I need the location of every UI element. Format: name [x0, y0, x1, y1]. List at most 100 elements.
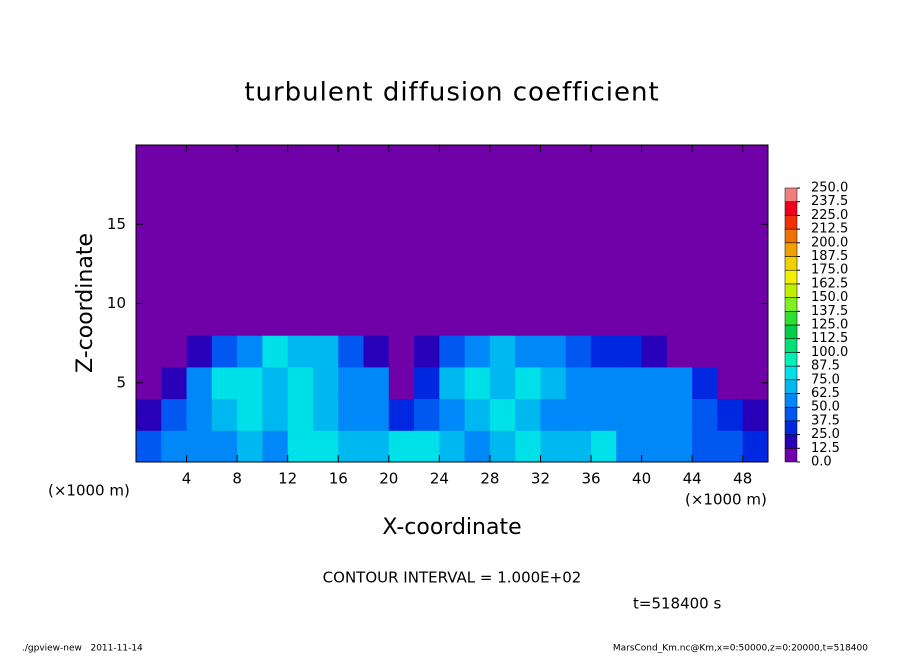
cell [161, 335, 188, 368]
cell [136, 145, 162, 178]
colorbar-band [784, 324, 798, 339]
cell [565, 208, 592, 241]
colorbar-label: 212.5 [811, 222, 848, 237]
cell [262, 145, 289, 178]
cell [641, 208, 668, 241]
cell [414, 240, 440, 273]
x-tick-label: 44 [683, 470, 702, 488]
cell [540, 240, 567, 273]
cell [616, 145, 643, 178]
cell [262, 430, 289, 463]
cell [591, 335, 617, 368]
cell [363, 335, 390, 368]
cell [388, 176, 415, 209]
cell [565, 303, 592, 336]
cell [464, 145, 491, 178]
cell [666, 145, 693, 178]
cell [439, 240, 466, 273]
cell [414, 271, 440, 304]
colorbar-band [784, 283, 798, 298]
cell [237, 398, 263, 431]
colorbar-label: 150.0 [811, 290, 848, 305]
cell [591, 366, 617, 400]
cell [540, 303, 567, 336]
cell [641, 398, 668, 431]
cell [616, 208, 643, 241]
cell [742, 430, 769, 463]
cell [489, 176, 516, 209]
cell [540, 335, 567, 368]
contour-interval: CONTOUR INTERVAL = 1.000E+02 [323, 569, 582, 587]
colorbar-band [784, 365, 798, 381]
cell [489, 366, 516, 400]
time-label: t=518400 s [633, 595, 721, 613]
cell [338, 398, 365, 431]
cell [287, 366, 314, 400]
cell [312, 430, 339, 463]
cell [262, 303, 289, 336]
cell [414, 303, 440, 336]
colorbar-band [784, 201, 798, 216]
cell [237, 176, 263, 209]
cell [363, 271, 390, 304]
cell [616, 366, 643, 400]
cell [186, 430, 213, 463]
cell [515, 271, 541, 304]
cell [540, 271, 567, 304]
colorbar-label: 112.5 [811, 331, 848, 346]
cell [363, 303, 390, 336]
colorbar-label: 75.0 [811, 372, 840, 387]
cell [717, 145, 744, 178]
colorbar-label: 175.0 [811, 263, 848, 278]
colorbar-label: 137.5 [811, 304, 848, 319]
cell [388, 398, 415, 431]
cell [312, 303, 339, 336]
cell [186, 271, 213, 304]
cell [616, 271, 643, 304]
cell [717, 303, 744, 336]
y-tick-label: 10 [107, 294, 126, 312]
cell [692, 398, 718, 431]
cell [237, 303, 263, 336]
cell [136, 303, 162, 336]
cell [565, 366, 592, 400]
cell [717, 335, 744, 368]
cell [742, 240, 769, 273]
cell [237, 430, 263, 463]
cell [186, 366, 213, 400]
cell [742, 145, 769, 178]
cell [338, 176, 365, 209]
cell [717, 271, 744, 304]
cell [666, 303, 693, 336]
cell [338, 335, 365, 368]
cell [464, 366, 491, 400]
cell [489, 335, 516, 368]
x-tick-label: 16 [329, 470, 348, 488]
cell [439, 430, 466, 463]
cell [591, 176, 617, 209]
cell [338, 366, 365, 400]
cell [641, 335, 668, 368]
y-tick-label: 5 [116, 373, 126, 391]
cell [591, 303, 617, 336]
cell [515, 430, 541, 463]
y-axis-label: Z-coordinate [73, 233, 98, 373]
cell [692, 430, 718, 463]
cell [211, 303, 238, 336]
colorbar-band [784, 256, 798, 271]
cell [414, 398, 440, 431]
cell [489, 145, 516, 178]
cell [591, 430, 617, 463]
cell [262, 335, 289, 368]
cell [489, 430, 516, 463]
cell [666, 176, 693, 209]
cell [262, 366, 289, 400]
cell [439, 145, 466, 178]
colorbar-band [784, 269, 798, 285]
cell [363, 145, 390, 178]
cell [161, 398, 188, 431]
colorbar-label: 250.0 [811, 181, 848, 196]
cell [464, 176, 491, 209]
cell [186, 303, 213, 336]
